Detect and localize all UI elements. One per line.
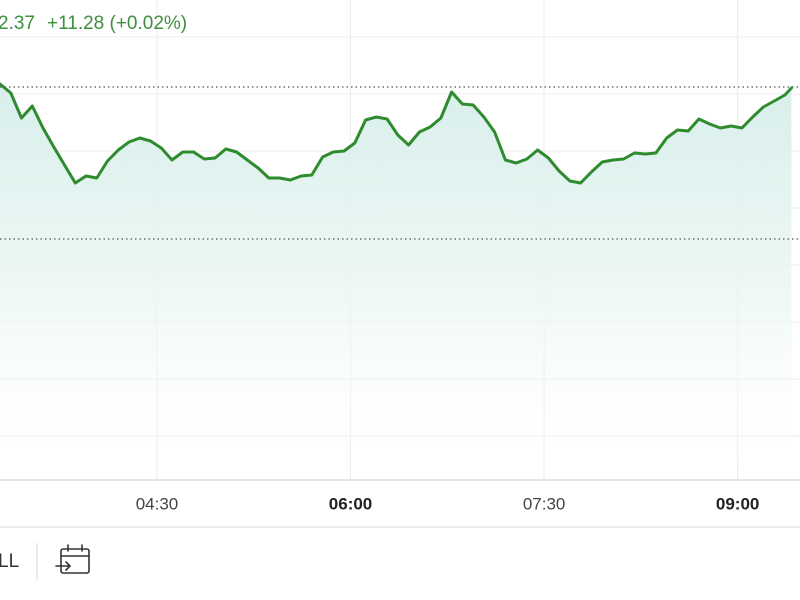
price: 2.37	[0, 13, 35, 34]
price-change: +11.28 (+0.02%)	[47, 13, 187, 34]
x-tick-label: 06:00	[329, 494, 372, 513]
calendar-button[interactable]	[55, 544, 90, 574]
x-axis: 04:30 06:00 07:30 09:00	[136, 494, 760, 513]
area-fill	[0, 84, 792, 480]
calendar-icon-body	[60, 548, 90, 574]
price-line	[0, 82, 793, 185]
plot	[0, 82, 800, 480]
x-tick-label: 09:00	[716, 494, 759, 513]
calendar-icon-arrowhead	[65, 561, 71, 571]
range-button[interactable]: LL	[0, 551, 19, 572]
x-tick-label: 07:30	[523, 494, 566, 513]
x-tick-label: 04:30	[136, 494, 179, 513]
